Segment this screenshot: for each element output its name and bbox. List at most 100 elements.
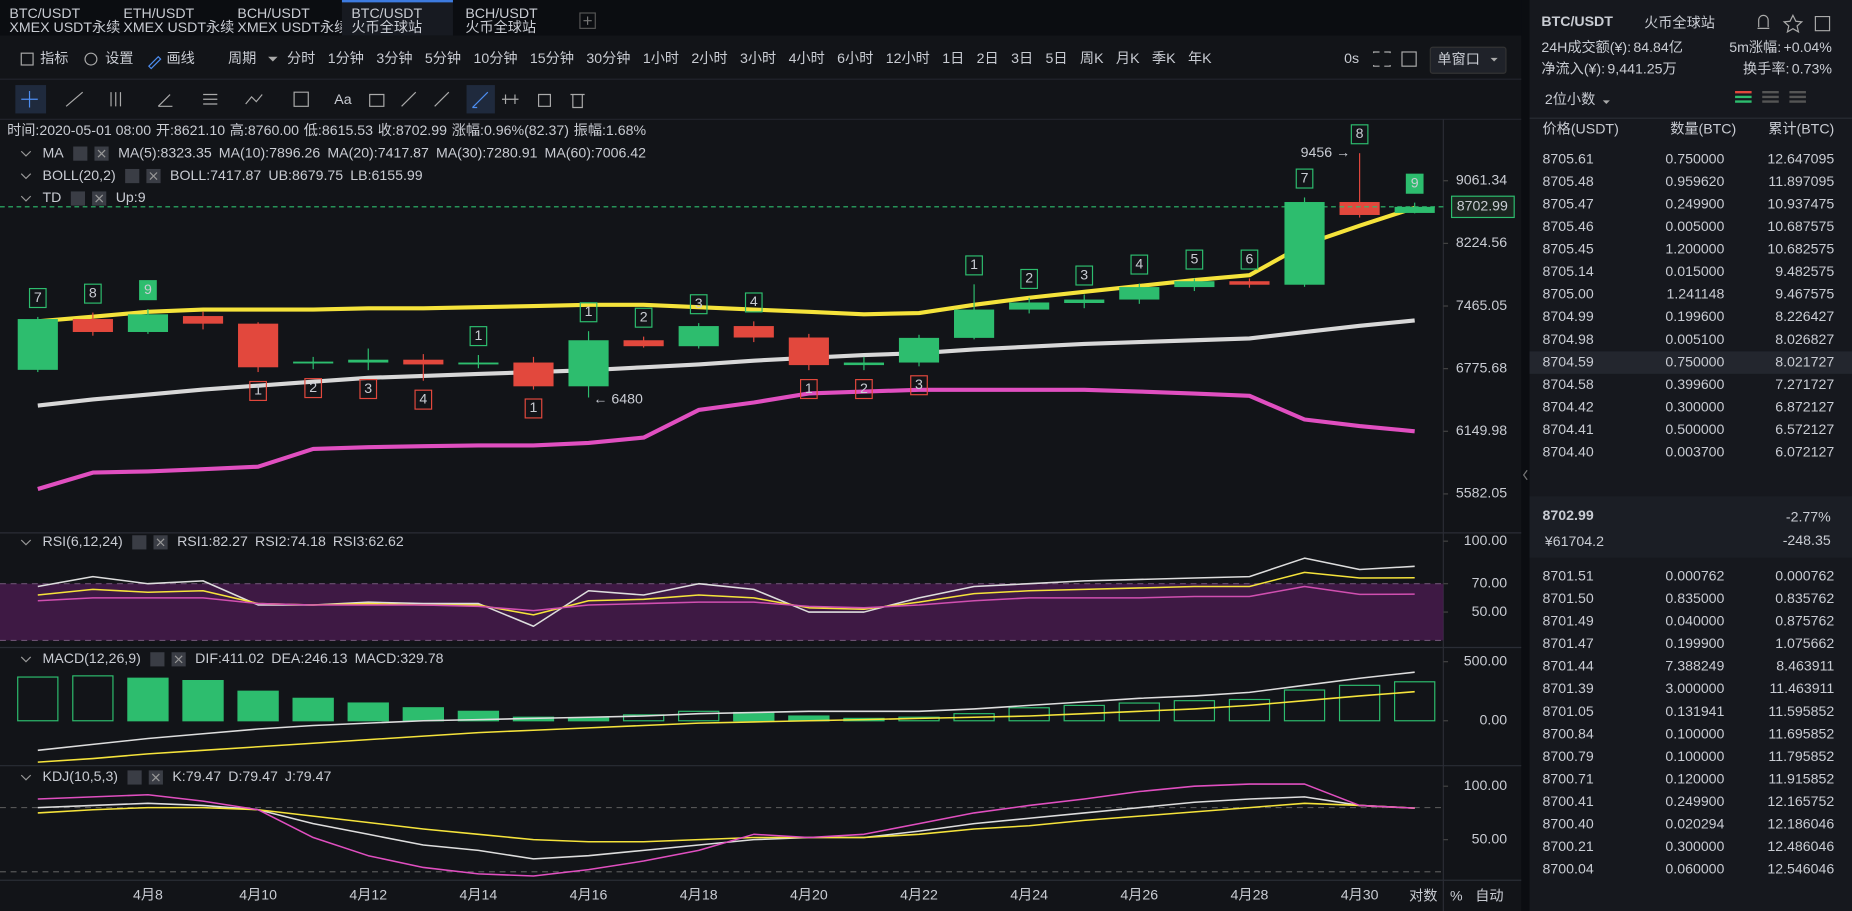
period[interactable]: 2日 [977, 51, 999, 67]
period[interactable]: 1小时 [643, 51, 679, 67]
tool-icon[interactable] [434, 91, 450, 107]
tab-sub[interactable]: 火币全球站 [465, 19, 536, 36]
tab-sub[interactable]: 火币全球站 [351, 19, 422, 36]
macd-bar [292, 697, 334, 722]
candle-body [788, 337, 829, 366]
period[interactable]: 4小时 [789, 51, 825, 67]
book-total: 6.872127 [1775, 400, 1834, 416]
tool-icon[interactable] [570, 93, 585, 109]
toolbar-item[interactable]: 指标 [40, 51, 68, 67]
tool-icon[interactable] [472, 91, 489, 109]
period[interactable]: 15分钟 [530, 50, 574, 67]
period[interactable]: 3日 [1011, 51, 1033, 67]
collapse[interactable] [20, 774, 32, 781]
legend-item: Up:9 [116, 190, 146, 206]
period[interactable]: 2小时 [691, 51, 727, 67]
x-tick-label: 4月22 [900, 887, 938, 903]
tab-sub[interactable]: XMEX USDT永续 [237, 19, 348, 36]
macd-bar [72, 675, 114, 722]
period[interactable]: 10分钟 [473, 50, 517, 67]
tab-pair[interactable]: ETH/USDT [123, 6, 194, 22]
x-tick-label: 4月20 [790, 887, 828, 903]
collapse[interactable] [20, 195, 32, 202]
text-tool[interactable]: Aa [334, 92, 351, 108]
side-icon[interactable] [1782, 14, 1804, 34]
period[interactable]: 12小时 [886, 51, 930, 67]
tool-icon[interactable] [293, 91, 309, 107]
candle-body [954, 309, 995, 338]
timer: 0s [1344, 51, 1359, 67]
tab-pair[interactable]: BTC/USDT [9, 6, 80, 22]
td-box [304, 378, 323, 399]
period[interactable]: 6小时 [837, 51, 873, 67]
window-select-text[interactable]: 单窗口 [1437, 51, 1479, 68]
period[interactable]: 周K [1080, 51, 1104, 67]
tool-icon[interactable] [245, 94, 263, 105]
period[interactable]: 3分钟 [376, 50, 412, 67]
td-count: 3 [1080, 267, 1088, 283]
y-tick-label: 6149.98 [1456, 423, 1507, 439]
settings-btn[interactable] [70, 191, 86, 206]
candle-body [1284, 202, 1325, 285]
tab-sub[interactable]: XMEX USDT永续 [9, 19, 120, 36]
collapse[interactable] [20, 173, 32, 180]
period[interactable]: 5分钟 [425, 50, 461, 67]
book-total: 12.546046 [1767, 862, 1834, 878]
candle-body [238, 323, 279, 368]
book-price: 8700.21 [1543, 839, 1594, 855]
add-tab[interactable] [579, 12, 596, 29]
collapse-arrow[interactable] [1522, 469, 1528, 481]
period[interactable]: 1分钟 [328, 50, 364, 67]
collapse[interactable] [20, 539, 32, 546]
tool-icon[interactable] [157, 94, 173, 107]
y-tick-label: 9061.34 [1456, 172, 1507, 188]
settings-btn[interactable] [73, 146, 88, 161]
tool-icon[interactable] [203, 93, 218, 105]
axis-mode[interactable]: 自动 [1475, 889, 1503, 905]
candle-body [72, 319, 113, 332]
x-tick-label: 4月26 [1120, 887, 1158, 903]
period-label[interactable]: 周期 [228, 51, 256, 67]
tab-pair[interactable]: BCH/USDT [237, 6, 310, 22]
tool-icon[interactable] [401, 91, 417, 107]
period[interactable]: 季K [1152, 51, 1176, 67]
candle-body [1174, 281, 1215, 288]
period[interactable]: 1日 [942, 51, 964, 67]
settings-btn[interactable] [127, 770, 142, 785]
legend-item: MA(60):7006.42 [545, 145, 647, 161]
candle-body [458, 362, 499, 365]
period[interactable]: 3小时 [740, 51, 776, 67]
tool-icon[interactable] [110, 92, 122, 107]
period[interactable]: 分时 [287, 51, 315, 67]
settings-btn[interactable] [132, 535, 147, 550]
x-tick-label: 4月24 [1010, 887, 1048, 903]
td-count: 3 [915, 377, 923, 393]
book-price: 8700.71 [1543, 771, 1594, 787]
tool-icon[interactable] [65, 91, 84, 107]
side-icon[interactable] [1814, 15, 1831, 32]
period[interactable]: 月K [1116, 51, 1140, 67]
decimals-select[interactable]: 2位小数 [1545, 92, 1595, 108]
collapse[interactable] [20, 656, 32, 663]
period[interactable]: 30分钟 [586, 50, 630, 67]
caret [268, 56, 278, 62]
side-icon[interactable] [1757, 14, 1770, 29]
legend-item: D:79.47 [228, 769, 278, 785]
collapse[interactable] [20, 150, 32, 157]
toolbar-item[interactable]: 设置 [105, 51, 133, 67]
tool-icon[interactable] [538, 93, 551, 107]
settings-btn[interactable] [150, 652, 165, 667]
toolbar-item[interactable]: 画线 [167, 51, 195, 67]
tool-icon[interactable] [501, 94, 519, 104]
period[interactable]: 年K [1188, 51, 1212, 67]
window-select[interactable] [1429, 46, 1507, 74]
period[interactable]: 5日 [1046, 51, 1068, 67]
axis-mode[interactable]: % [1450, 889, 1463, 905]
tab-sub[interactable]: XMEX USDT永续 [123, 19, 234, 36]
tab-pair[interactable]: BCH/USDT [465, 6, 538, 22]
tool-icon[interactable] [369, 93, 385, 107]
tab-pair[interactable]: BTC/USDT [351, 6, 422, 22]
close-icon [149, 172, 158, 181]
settings-btn[interactable] [125, 168, 140, 184]
axis-mode[interactable]: 对数 [1409, 889, 1437, 905]
